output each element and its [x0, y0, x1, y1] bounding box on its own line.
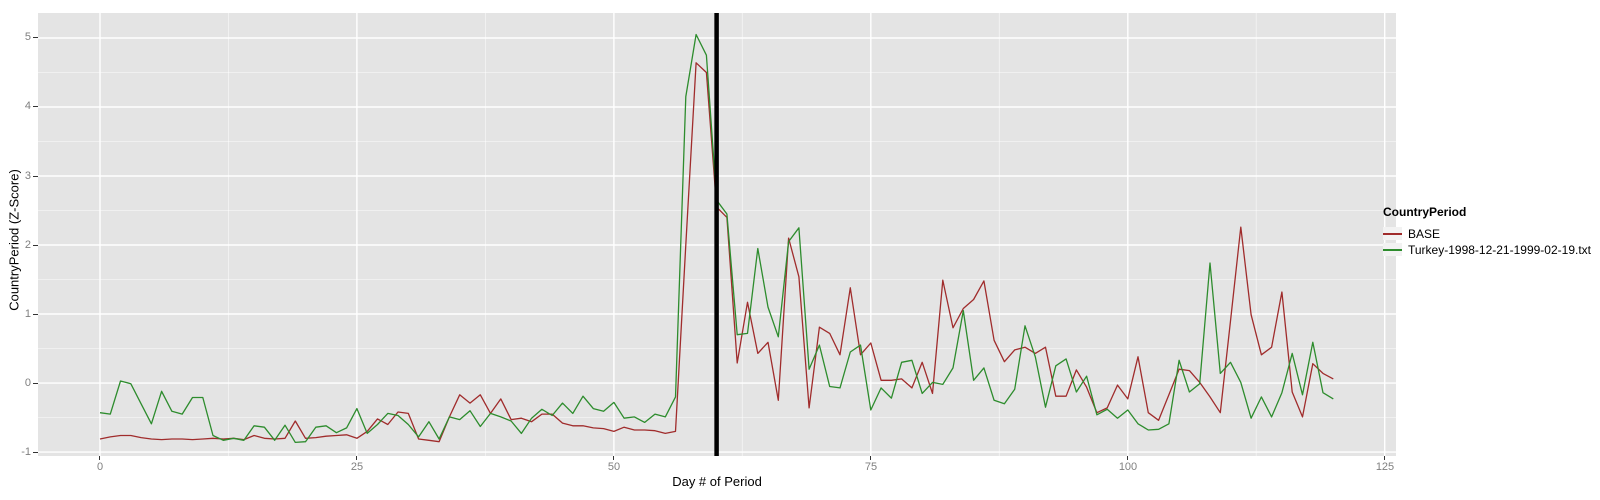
y-tick-label: 2: [24, 239, 31, 251]
y-tick-mark: [33, 452, 38, 453]
legend-key: [1383, 243, 1402, 256]
x-tick-mark: [613, 456, 614, 460]
plot-svg: [38, 13, 1396, 456]
x-tick-mark: [1127, 456, 1128, 460]
x-tick-label: 125: [1375, 461, 1395, 473]
y-tick-label: 3: [24, 170, 31, 182]
x-tick-mark: [356, 456, 357, 460]
y-tick-mark: [33, 37, 38, 38]
x-tick-mark: [870, 456, 871, 460]
y-tick-mark: [33, 314, 38, 315]
x-tick-label: 100: [1118, 461, 1138, 473]
y-tick-mark: [33, 383, 38, 384]
x-tick-label: 75: [864, 461, 878, 473]
legend-item: Turkey-1998-12-21-1999-02-19.txt: [1383, 242, 1591, 257]
x-tick-label: 0: [96, 461, 104, 473]
y-tick-label: 0: [24, 377, 31, 389]
plot-panel: [38, 13, 1396, 456]
x-axis-title: Day # of Period: [672, 474, 762, 489]
y-tick-label: 1: [24, 308, 31, 320]
legend-title: CountryPeriod: [1383, 205, 1467, 219]
y-axis-title: CountryPeriod (Z-Score): [6, 169, 22, 311]
legend-item: BASE: [1383, 226, 1591, 241]
legend: CountryPeriod BASE Turkey-1998-12-21-1999…: [1383, 205, 1591, 258]
legend-key-line-icon: [1383, 232, 1402, 235]
x-tick-label: 50: [607, 461, 621, 473]
legend-items: BASE Turkey-1998-12-21-1999-02-19.txt: [1383, 226, 1591, 257]
y-tick-label: -1: [21, 446, 31, 458]
x-tick-mark: [99, 456, 100, 460]
y-tick-mark: [33, 176, 38, 177]
x-tick-label: 25: [350, 461, 364, 473]
legend-item-label: BASE: [1408, 226, 1441, 241]
y-tick-mark: [33, 245, 38, 246]
y-tick-label: 5: [24, 31, 31, 43]
y-tick-label: 4: [24, 100, 31, 112]
y-tick-mark: [33, 106, 38, 107]
legend-key-line-icon: [1383, 248, 1402, 251]
x-tick-mark: [1384, 456, 1385, 460]
legend-item-label: Turkey-1998-12-21-1999-02-19.txt: [1408, 242, 1591, 257]
legend-key: [1383, 227, 1402, 240]
